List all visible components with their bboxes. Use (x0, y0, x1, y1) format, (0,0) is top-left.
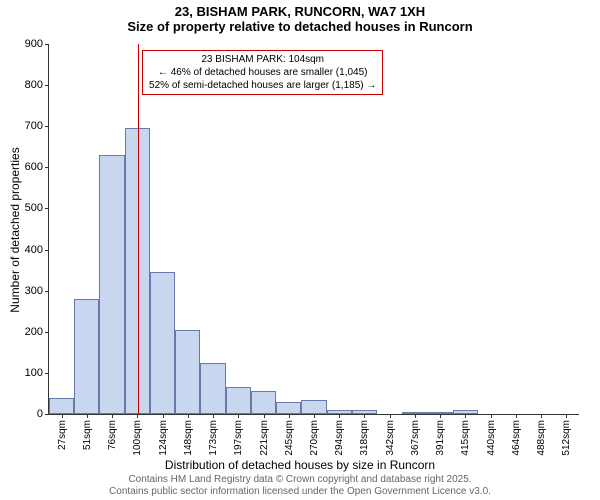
histogram-bar (226, 387, 251, 414)
x-tick-label: 76sqm (107, 420, 118, 450)
callout-line-3: 52% of semi-detached houses are larger (… (149, 79, 376, 92)
x-tick-label: 270sqm (309, 420, 320, 456)
y-tick-label: 800 (3, 79, 43, 91)
x-tick-mark (87, 414, 88, 418)
x-tick-mark (112, 414, 113, 418)
plot-area: 010020030040050060070080090027sqm51sqm76… (48, 44, 579, 415)
y-tick-mark (45, 208, 49, 209)
callout-box: 23 BISHAM PARK: 104sqm← 46% of detached … (142, 50, 383, 95)
y-tick-label: 0 (3, 408, 43, 420)
x-tick-mark (465, 414, 466, 418)
y-tick-label: 600 (3, 161, 43, 173)
y-tick-label: 100 (3, 367, 43, 379)
histogram-bar (74, 299, 99, 414)
y-tick-mark (45, 126, 49, 127)
x-tick-label: 197sqm (233, 420, 244, 456)
title-line-1: 23, BISHAM PARK, RUNCORN, WA7 1XH (0, 4, 600, 19)
y-tick-mark (45, 373, 49, 374)
y-tick-label: 700 (3, 120, 43, 132)
footnote-line-2: Contains public sector information licen… (0, 486, 600, 498)
x-tick-mark (541, 414, 542, 418)
reference-line (138, 44, 139, 414)
x-tick-label: 318sqm (359, 420, 370, 456)
x-tick-mark (188, 414, 189, 418)
x-tick-label: 294sqm (334, 420, 345, 456)
histogram-bar (251, 391, 276, 414)
x-tick-label: 245sqm (284, 420, 295, 456)
x-tick-mark (289, 414, 290, 418)
title-block: 23, BISHAM PARK, RUNCORN, WA7 1XH Size o… (0, 0, 600, 34)
x-tick-label: 391sqm (435, 420, 446, 456)
x-tick-mark (415, 414, 416, 418)
y-tick-label: 200 (3, 326, 43, 338)
x-tick-mark (516, 414, 517, 418)
x-tick-mark (566, 414, 567, 418)
x-tick-mark (314, 414, 315, 418)
x-tick-label: 512sqm (561, 420, 572, 456)
y-tick-label: 400 (3, 244, 43, 256)
x-tick-label: 488sqm (536, 420, 547, 456)
y-tick-label: 500 (3, 202, 43, 214)
x-tick-mark (238, 414, 239, 418)
x-tick-label: 27sqm (57, 420, 68, 450)
chart-container: 23, BISHAM PARK, RUNCORN, WA7 1XH Size o… (0, 0, 600, 500)
x-tick-label: 51sqm (82, 420, 93, 450)
y-tick-mark (45, 85, 49, 86)
x-tick-label: 173sqm (208, 420, 219, 456)
x-tick-label: 464sqm (511, 420, 522, 456)
x-tick-mark (163, 414, 164, 418)
x-axis-label: Distribution of detached houses by size … (0, 458, 600, 472)
histogram-bar (200, 363, 225, 414)
chart-area: 010020030040050060070080090027sqm51sqm76… (48, 44, 578, 414)
x-tick-mark (264, 414, 265, 418)
y-tick-mark (45, 167, 49, 168)
title-line-2: Size of property relative to detached ho… (0, 19, 600, 34)
x-tick-mark (137, 414, 138, 418)
histogram-bar (49, 398, 74, 414)
x-tick-label: 124sqm (158, 420, 169, 456)
callout-line-1: 23 BISHAM PARK: 104sqm (149, 53, 376, 66)
histogram-bar (301, 400, 326, 414)
footnote-line-1: Contains HM Land Registry data © Crown c… (0, 474, 600, 486)
x-tick-label: 221sqm (259, 420, 270, 456)
y-tick-mark (45, 250, 49, 251)
x-tick-mark (339, 414, 340, 418)
y-tick-label: 300 (3, 285, 43, 297)
callout-line-2: ← 46% of detached houses are smaller (1,… (149, 66, 376, 79)
histogram-bar (99, 155, 124, 414)
y-tick-mark (45, 414, 49, 415)
x-tick-mark (390, 414, 391, 418)
footnote: Contains HM Land Registry data © Crown c… (0, 474, 600, 498)
x-tick-label: 440sqm (486, 420, 497, 456)
x-tick-mark (491, 414, 492, 418)
x-tick-mark (213, 414, 214, 418)
y-tick-label: 900 (3, 38, 43, 50)
histogram-bar (150, 272, 175, 414)
x-tick-label: 415sqm (460, 420, 471, 456)
y-tick-mark (45, 291, 49, 292)
histogram-bar (276, 402, 301, 414)
x-tick-mark (62, 414, 63, 418)
y-tick-mark (45, 332, 49, 333)
y-tick-mark (45, 44, 49, 45)
x-tick-label: 367sqm (410, 420, 421, 456)
histogram-bar (175, 330, 200, 414)
x-tick-mark (364, 414, 365, 418)
x-tick-label: 342sqm (385, 420, 396, 456)
x-tick-mark (440, 414, 441, 418)
x-tick-label: 148sqm (183, 420, 194, 456)
x-tick-label: 100sqm (132, 420, 143, 456)
